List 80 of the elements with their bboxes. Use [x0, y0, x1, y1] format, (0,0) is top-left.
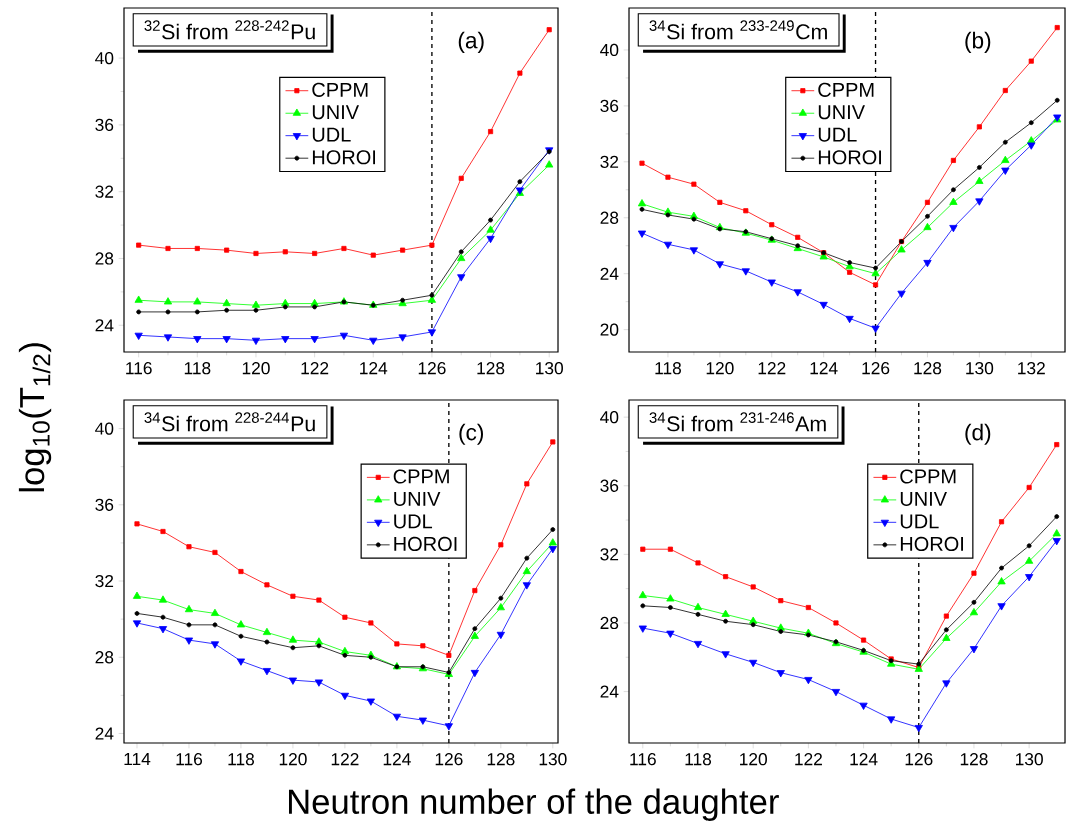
y-tick-label: 40	[95, 51, 114, 65]
legend-label: UDL	[312, 127, 351, 142]
annotation: (d)	[965, 423, 991, 445]
x-tick-label: 130	[536, 362, 563, 375]
x-tick-label: 116	[126, 362, 152, 375]
x-tick-label: 118	[685, 753, 712, 766]
annotation: (c)	[459, 423, 484, 445]
y-tick-label: 28	[600, 616, 619, 630]
y-tick-label: 20	[600, 323, 619, 336]
y-tick-label: 32	[95, 574, 114, 588]
y-tick-label: 40	[600, 43, 619, 57]
x-tick-label: 118	[655, 362, 681, 375]
x-tick-label: 126	[418, 362, 446, 375]
x-tick-label: 124	[810, 362, 838, 375]
legend-label: HOROI	[394, 536, 457, 552]
x-tick-label: 124	[383, 753, 411, 766]
y-tick-label: 36	[600, 479, 619, 492]
y-tick-label: 32	[600, 548, 619, 561]
legend-label: UDL	[394, 514, 433, 529]
legend-label: UDL	[900, 514, 939, 529]
annotation: (a)	[458, 31, 484, 53]
y-tick-label: 36	[600, 99, 619, 113]
x-tick-label: 128	[960, 753, 988, 766]
text: $^{34}$Si from $^{231-246}$Am	[649, 412, 826, 432]
y-tick-label: 24	[95, 727, 114, 740]
legend-label: UNIV	[394, 492, 441, 506]
x-tick-label: 122	[795, 753, 822, 766]
x-tick-label: 116	[630, 753, 656, 766]
text: $^{34}$Si from $^{233-249}$Cm	[649, 20, 827, 40]
x-tick-label: 124	[360, 362, 388, 375]
x-tick-label: 120	[242, 362, 270, 375]
y-tick-label: 28	[600, 211, 619, 224]
legend-label: HOROI	[818, 150, 881, 165]
x-tick-label: 124	[850, 753, 878, 766]
x-tick-label: 114	[124, 753, 151, 765]
x-tick-label: 128	[914, 362, 942, 375]
y-tick-label: 28	[95, 651, 114, 664]
legend-label: HOROI	[900, 536, 963, 552]
x-tick-label: 126	[905, 753, 933, 766]
x-tick-label: 126	[435, 753, 463, 766]
x-tick-label: 132	[1018, 362, 1045, 375]
legend-label: UNIV	[312, 105, 359, 120]
x-tick-label: 128	[487, 753, 515, 766]
y-tick-label: 36	[95, 118, 114, 132]
y-tick-label: 36	[95, 498, 114, 511]
y-tick-label: 28	[95, 252, 114, 265]
x-tick-label: 120	[740, 753, 767, 766]
y-tick-label: 40	[95, 422, 114, 435]
legend-label: UNIV	[818, 105, 865, 120]
x-tick-label: 122	[331, 753, 359, 766]
x-tick-label: 118	[228, 753, 255, 766]
text: $^{32}$Si from $^{228-242}$Pu	[144, 20, 315, 40]
legend-label: UNIV	[900, 492, 947, 506]
x-tick-label: 126	[862, 362, 890, 375]
y-tick-label: 24	[600, 267, 619, 280]
y-tick-label: 32	[95, 185, 114, 198]
x-tick-label: 116	[176, 753, 203, 766]
legend-label: CPPM	[900, 469, 956, 484]
x-tick-label: 122	[758, 362, 786, 375]
x-tick-label: 130	[539, 753, 567, 766]
y-tick-label: 24	[95, 319, 114, 332]
annotation: (b)	[965, 31, 991, 53]
y-tick-label: 24	[600, 685, 619, 698]
x-tick-label: 120	[706, 362, 734, 375]
x-tick-label: 118	[184, 362, 211, 375]
x-tick-label: 122	[301, 362, 329, 375]
y-tick-label: 32	[600, 155, 619, 168]
legend-label: UDL	[818, 127, 857, 142]
x-axis-title: Neutron number of the daughter	[289, 788, 779, 821]
y-tick-label: 40	[600, 411, 619, 424]
text: $^{34}$Si from $^{228-244}$Pu	[144, 412, 315, 432]
legend-label: CPPM	[393, 469, 449, 484]
x-tick-label: 130	[1016, 753, 1043, 766]
legend-label: CPPM	[312, 82, 368, 97]
legend-label: CPPM	[818, 82, 874, 97]
y-axis-title: log$_{10}$(T$_{1/2}$)	[18, 343, 52, 492]
x-tick-label: 120	[279, 753, 307, 766]
legend-label: HOROI	[312, 150, 376, 165]
x-tick-label: 128	[477, 362, 505, 375]
x-tick-label: 130	[966, 362, 994, 375]
